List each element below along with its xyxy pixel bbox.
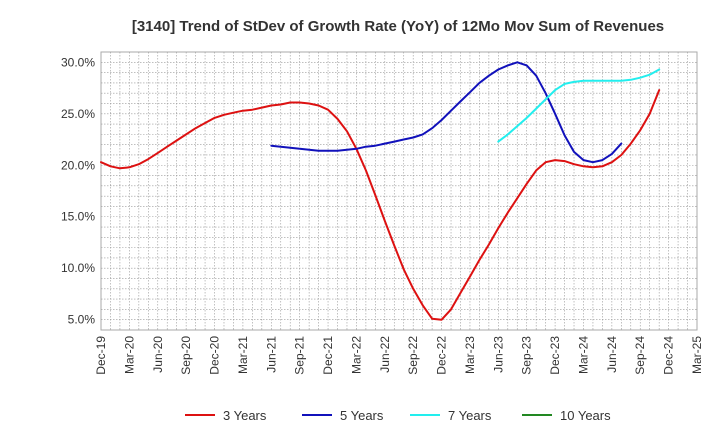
- x-tick-label: Jun-20: [151, 336, 165, 373]
- x-tick-label: Sep-24: [633, 336, 647, 375]
- x-tick-label: Mar-24: [576, 336, 590, 374]
- chart-title: [3140] Trend of StDev of Growth Rate (Yo…: [132, 18, 664, 35]
- y-tick-label: 25.0%: [61, 107, 95, 121]
- x-tick-label: Mar-25: [690, 336, 704, 374]
- plot-area: [101, 52, 697, 330]
- x-tick-label: Mar-22: [349, 336, 363, 374]
- x-tick-label: Sep-23: [520, 336, 534, 375]
- x-tick-label: Dec-19: [94, 336, 108, 375]
- y-tick-label: 20.0%: [61, 158, 95, 172]
- y-tick-label: 5.0%: [68, 313, 96, 327]
- x-tick-label: Dec-22: [435, 336, 449, 375]
- x-axis: Dec-19 Mar-20 Jun-20 Sep-20 Dec-20 Mar-21 Jun-…: [94, 336, 704, 375]
- x-tick-label: Jun-24: [605, 336, 619, 373]
- x-tick-label: Dec-24: [662, 336, 676, 375]
- x-tick-label: Sep-21: [293, 336, 307, 375]
- x-tick-label: Dec-23: [548, 336, 562, 375]
- x-tick-label: Mar-23: [463, 336, 477, 374]
- legend-label-3-years: 3 Years: [223, 408, 267, 423]
- y-axis: 5.0% 10.0% 15.0% 20.0% 25.0% 30.0%: [61, 55, 95, 326]
- x-tick-label: Jun-22: [378, 336, 392, 373]
- legend-label-10-years: 10 Years: [560, 408, 611, 423]
- x-tick-label: Jun-21: [264, 336, 278, 373]
- x-tick-label: Sep-20: [179, 336, 193, 375]
- chart: [3140] Trend of StDev of Growth Rate (Yo…: [0, 0, 720, 440]
- x-tick-label: Mar-21: [236, 336, 250, 374]
- y-tick-label: 15.0%: [61, 210, 95, 224]
- x-tick-label: Dec-21: [321, 336, 335, 375]
- legend-label-5-years: 5 Years: [340, 408, 384, 423]
- x-tick-label: Jun-23: [491, 336, 505, 373]
- x-tick-label: Mar-20: [122, 336, 136, 374]
- x-tick-label: Dec-20: [208, 336, 222, 375]
- legend-label-7-years: 7 Years: [448, 408, 492, 423]
- legend: 3 Years 5 Years 7 Years 10 Years: [185, 408, 611, 423]
- y-tick-label: 10.0%: [61, 261, 95, 275]
- x-tick-label: Sep-22: [406, 336, 420, 375]
- y-tick-label: 30.0%: [61, 55, 95, 69]
